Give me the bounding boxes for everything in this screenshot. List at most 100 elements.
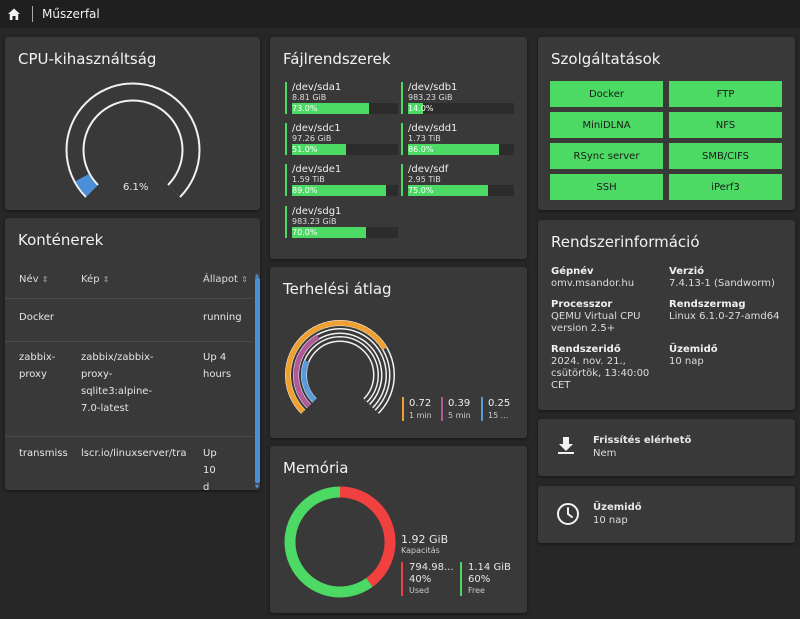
- container-status-cell: running: [203, 309, 242, 326]
- sysinfo-card-title: Rendszerinformáció: [551, 233, 700, 251]
- container-status-cell: Up 10 d: [203, 445, 217, 490]
- update-info: Frissítés elérhető Nem: [593, 434, 691, 460]
- filesystem-size: 2.95 TiB: [408, 175, 441, 184]
- filesystem-item: /dev/sda1 8.81 GiB 73.0%: [285, 82, 398, 114]
- memory-total: 1.92 GiB Kapacitás: [401, 533, 448, 556]
- filesystem-usage-pct: 89.0%: [292, 186, 318, 195]
- service-button[interactable]: RSync server: [550, 143, 663, 169]
- memory-free-value: 1.14 GiB: [468, 562, 511, 573]
- container-image-line: lscr.io/linuxserver/tra: [81, 448, 187, 459]
- service-button[interactable]: Docker: [550, 81, 663, 107]
- update-card[interactable]: Frissítés elérhető Nem: [538, 419, 795, 476]
- memory-used-label: Used: [409, 586, 430, 595]
- scrollbar-thumb[interactable]: [255, 278, 260, 483]
- system-info-card: Rendszerinformáció Gépnév omv.msandor.hu…: [538, 220, 795, 410]
- row-divider: [5, 341, 252, 342]
- service-button[interactable]: iPerf3: [669, 174, 782, 200]
- service-button[interactable]: MiniDLNA: [550, 112, 663, 138]
- cpu-card-title: CPU-kihasználtság: [18, 50, 157, 68]
- row-divider: [5, 298, 252, 299]
- uptime-card-key: Üzemidő: [593, 502, 642, 513]
- column-header-name[interactable]: Név ⇕: [19, 274, 49, 285]
- load-value: 0.39: [448, 398, 471, 409]
- service-button[interactable]: FTP: [669, 81, 782, 107]
- system-time-key: Rendszeridő: [551, 344, 621, 355]
- container-image-cell: lscr.io/linuxserver/tra: [81, 445, 186, 462]
- container-status-line: running: [203, 312, 242, 323]
- service-button[interactable]: NFS: [669, 112, 782, 138]
- home-icon[interactable]: [6, 6, 22, 22]
- uptime-value: 10 nap: [669, 356, 704, 367]
- memory-free-pct: 60%: [468, 574, 491, 585]
- filesystem-usage-fill: [292, 103, 370, 114]
- scroll-down-icon[interactable]: ▼: [255, 484, 259, 490]
- load-card-title: Terhelési átlag: [283, 280, 392, 298]
- uptime-info: Üzemidő 10 nap: [593, 501, 642, 527]
- filesystem-size: 1.73 TiB: [408, 134, 441, 143]
- load-label: 5 min: [448, 411, 471, 420]
- load-average-card: Terhelési átlag: [270, 267, 527, 438]
- filesystem-usage-fill: [408, 144, 500, 155]
- service-button[interactable]: SMB/CIFS: [669, 143, 782, 169]
- hostname-value: omv.msandor.hu: [551, 278, 635, 289]
- filesystem-item: /dev/sdb1 983.23 GiB 14.0%: [401, 82, 514, 114]
- uptime-card-value: 10 nap: [593, 515, 628, 526]
- column-header-image[interactable]: Kép ⇕: [81, 274, 110, 285]
- container-status-line: Up: [203, 448, 217, 459]
- uptime-key: Üzemidő: [669, 344, 718, 355]
- memory-used: 794.98... 40% Used: [401, 562, 454, 596]
- container-image-line: sqlite3:alpine-: [81, 386, 153, 397]
- container-name-line: transmiss: [19, 448, 68, 459]
- load-legend-item: 0.72 1 min: [402, 397, 432, 421]
- service-button[interactable]: SSH: [550, 174, 663, 200]
- kernel: Rendszermag Linux 6.1.0-27-amd64: [669, 298, 779, 323]
- row-divider: [5, 436, 252, 437]
- memory-card-title: Memória: [283, 459, 349, 477]
- uptime-card: Üzemidő 10 nap: [538, 486, 795, 543]
- containers-card: Konténerek Név ⇕ Kép ⇕ Állapot ⇕ ▲ ▼ Doc…: [5, 218, 260, 490]
- container-image-cell: zabbix/zabbix-proxy-sqlite3:alpine- 7.0-l…: [81, 349, 154, 417]
- breadcrumb-separator: [32, 6, 33, 22]
- processor-key: Processzor: [551, 299, 613, 310]
- filesystem-usage-bar: 89.0%: [292, 185, 398, 196]
- filesystem-size: 8.81 GiB: [292, 93, 327, 102]
- filesystem-usage-fill: [408, 185, 488, 196]
- processor-line: QEMU Virtual CPU: [551, 311, 641, 322]
- filesystem-size: 983.23 GiB: [408, 93, 453, 102]
- filesystem-item: /dev/sdg1 983.23 GiB 70.0%: [285, 206, 398, 238]
- filesystem-usage-pct: 51.0%: [292, 145, 318, 154]
- cpu-gauge-fill: [75, 173, 98, 197]
- memory-total-value: 1.92 GiB: [401, 533, 449, 546]
- load-label: 1 min: [409, 411, 432, 420]
- cpu-value: 6.1%: [123, 182, 149, 193]
- filesystem-name: /dev/sda1: [292, 82, 342, 93]
- container-image-line: 7.0-latest: [81, 403, 129, 414]
- containers-card-title: Konténerek: [18, 231, 104, 249]
- kernel-value: Linux 6.1.0-27-amd64: [669, 311, 780, 322]
- filesystem-name: /dev/sdb1: [408, 82, 458, 93]
- system-time: Rendszeridő 2024. nov. 21., csütörtök, 1…: [551, 343, 649, 392]
- memory-free: 1.14 GiB 60% Free: [460, 562, 511, 596]
- column-header-status[interactable]: Állapot ⇕: [203, 274, 248, 285]
- update-key: Frissítés elérhető: [593, 435, 692, 446]
- load-label: 15 ...: [488, 411, 509, 420]
- memory-used-value: 794.98...: [409, 562, 454, 573]
- container-name-cell: Docker: [19, 309, 54, 326]
- filesystem-usage-bar: 14.0%: [408, 103, 514, 114]
- memory-donut: [284, 486, 396, 598]
- version-key: Verzió: [669, 266, 705, 277]
- filesystem-usage-pct: 86.0%: [408, 145, 434, 154]
- memory-total-label: Kapacitás: [401, 546, 440, 555]
- container-status-line: d: [203, 482, 210, 490]
- containers-scrollbar[interactable]: ▲ ▼: [255, 273, 260, 490]
- load-value: 0.72: [409, 398, 432, 409]
- version: Verzió 7.4.13-1 (Sandworm): [669, 265, 775, 290]
- scroll-up-icon[interactable]: ▲: [255, 273, 259, 279]
- load-value: 0.25: [488, 398, 511, 409]
- filesystem-usage-fill: [292, 185, 387, 196]
- filesystem-usage-pct: 70.0%: [292, 228, 318, 237]
- container-status-line: Up 4: [203, 352, 227, 363]
- container-name-line: proxy: [19, 369, 47, 380]
- filesystem-usage-bar: 75.0%: [408, 185, 514, 196]
- system-time-line: csütörtök, 13:40:00: [551, 368, 650, 379]
